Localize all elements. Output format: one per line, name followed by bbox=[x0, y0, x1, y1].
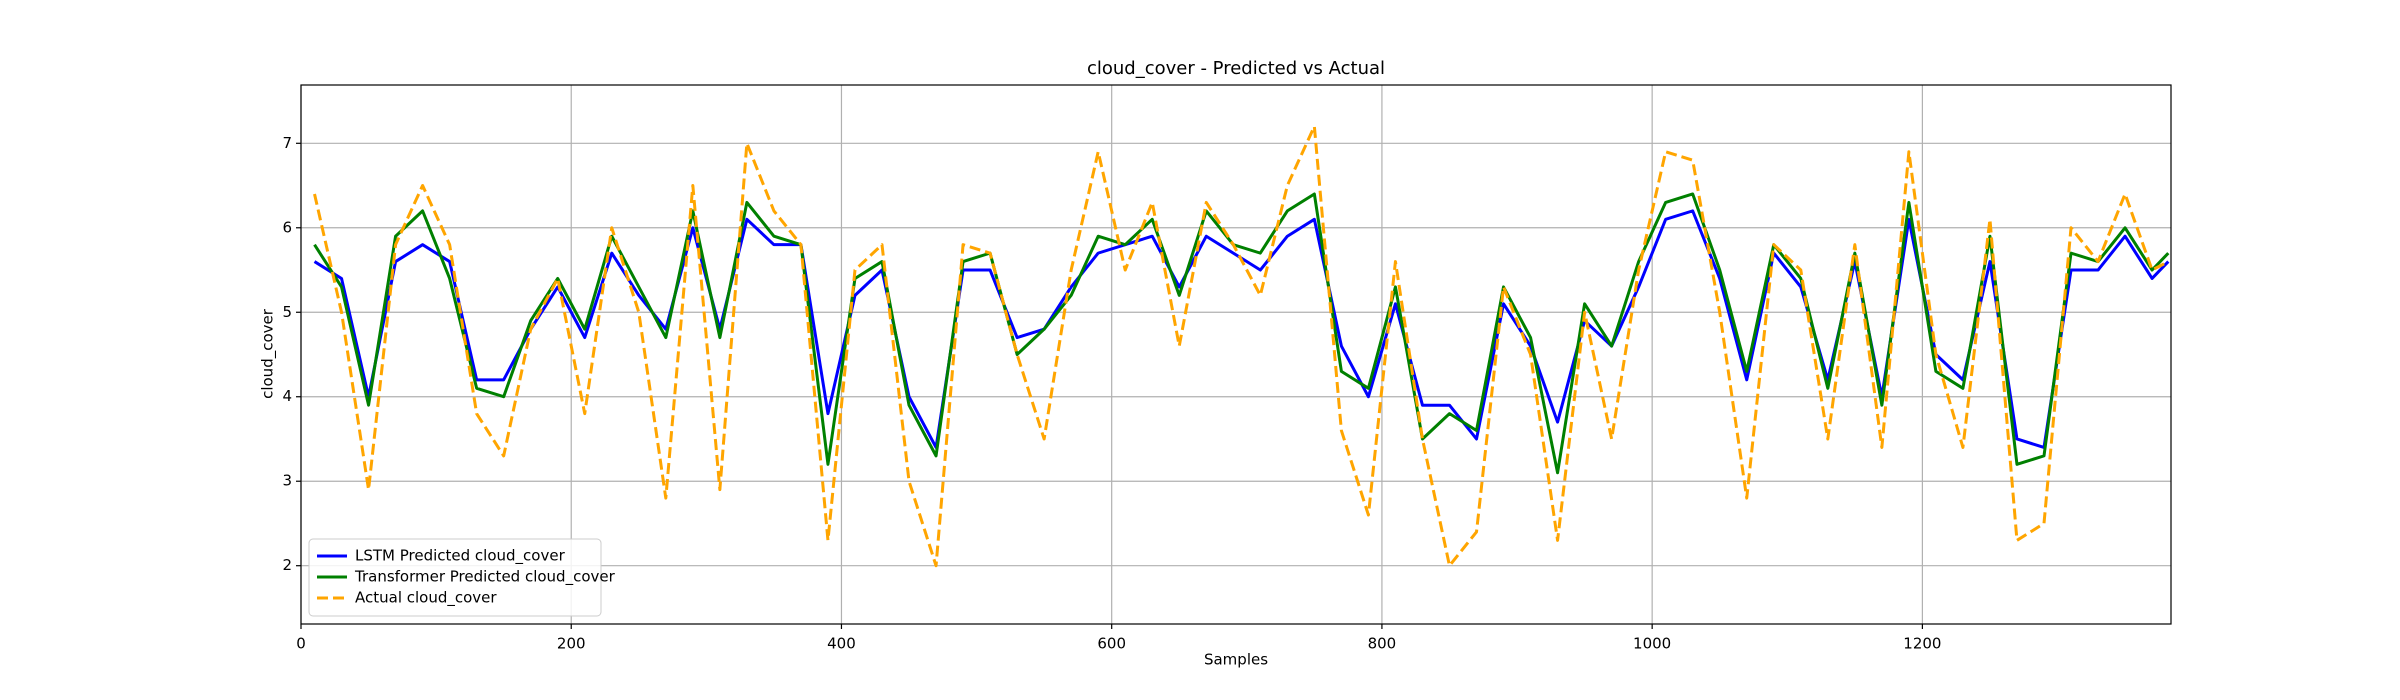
x-tick-label: 200 bbox=[557, 635, 586, 653]
x-tick-label: 800 bbox=[1368, 635, 1397, 653]
y-tick-label: 4 bbox=[282, 387, 292, 405]
y-tick-label: 5 bbox=[282, 303, 292, 321]
legend-label: Transformer Predicted cloud_cover bbox=[354, 568, 616, 587]
y-tick-label: 6 bbox=[282, 218, 292, 236]
y-tick-label: 7 bbox=[282, 134, 292, 152]
x-tick-label: 1200 bbox=[1903, 635, 1941, 653]
x-tick-label: 400 bbox=[827, 635, 856, 653]
series-line bbox=[313, 124, 2169, 568]
y-tick-label: 2 bbox=[282, 556, 292, 574]
legend-box bbox=[308, 538, 602, 617]
y-axis-label: cloud_cover bbox=[259, 308, 278, 399]
legend: LSTM Predicted cloud_cover Transformer Pr… bbox=[308, 538, 616, 617]
x-tick-label: 1000 bbox=[1633, 635, 1671, 653]
series-line bbox=[313, 192, 2170, 475]
legend-label: Actual cloud_cover bbox=[355, 589, 497, 608]
legend-label: LSTM Predicted cloud_cover bbox=[355, 547, 566, 566]
y-tick-label: 3 bbox=[282, 472, 292, 490]
x-tick-label: 0 bbox=[296, 635, 306, 653]
plot-frame bbox=[300, 84, 2172, 625]
x-tick-label: 600 bbox=[1097, 635, 1126, 653]
chart-title: cloud_cover - Predicted vs Actual bbox=[1087, 58, 1385, 79]
x-axis-label: Samples bbox=[1204, 651, 1268, 669]
